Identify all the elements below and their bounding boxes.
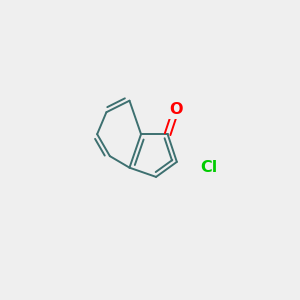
Text: Cl: Cl bbox=[200, 160, 217, 175]
Text: O: O bbox=[169, 102, 182, 117]
